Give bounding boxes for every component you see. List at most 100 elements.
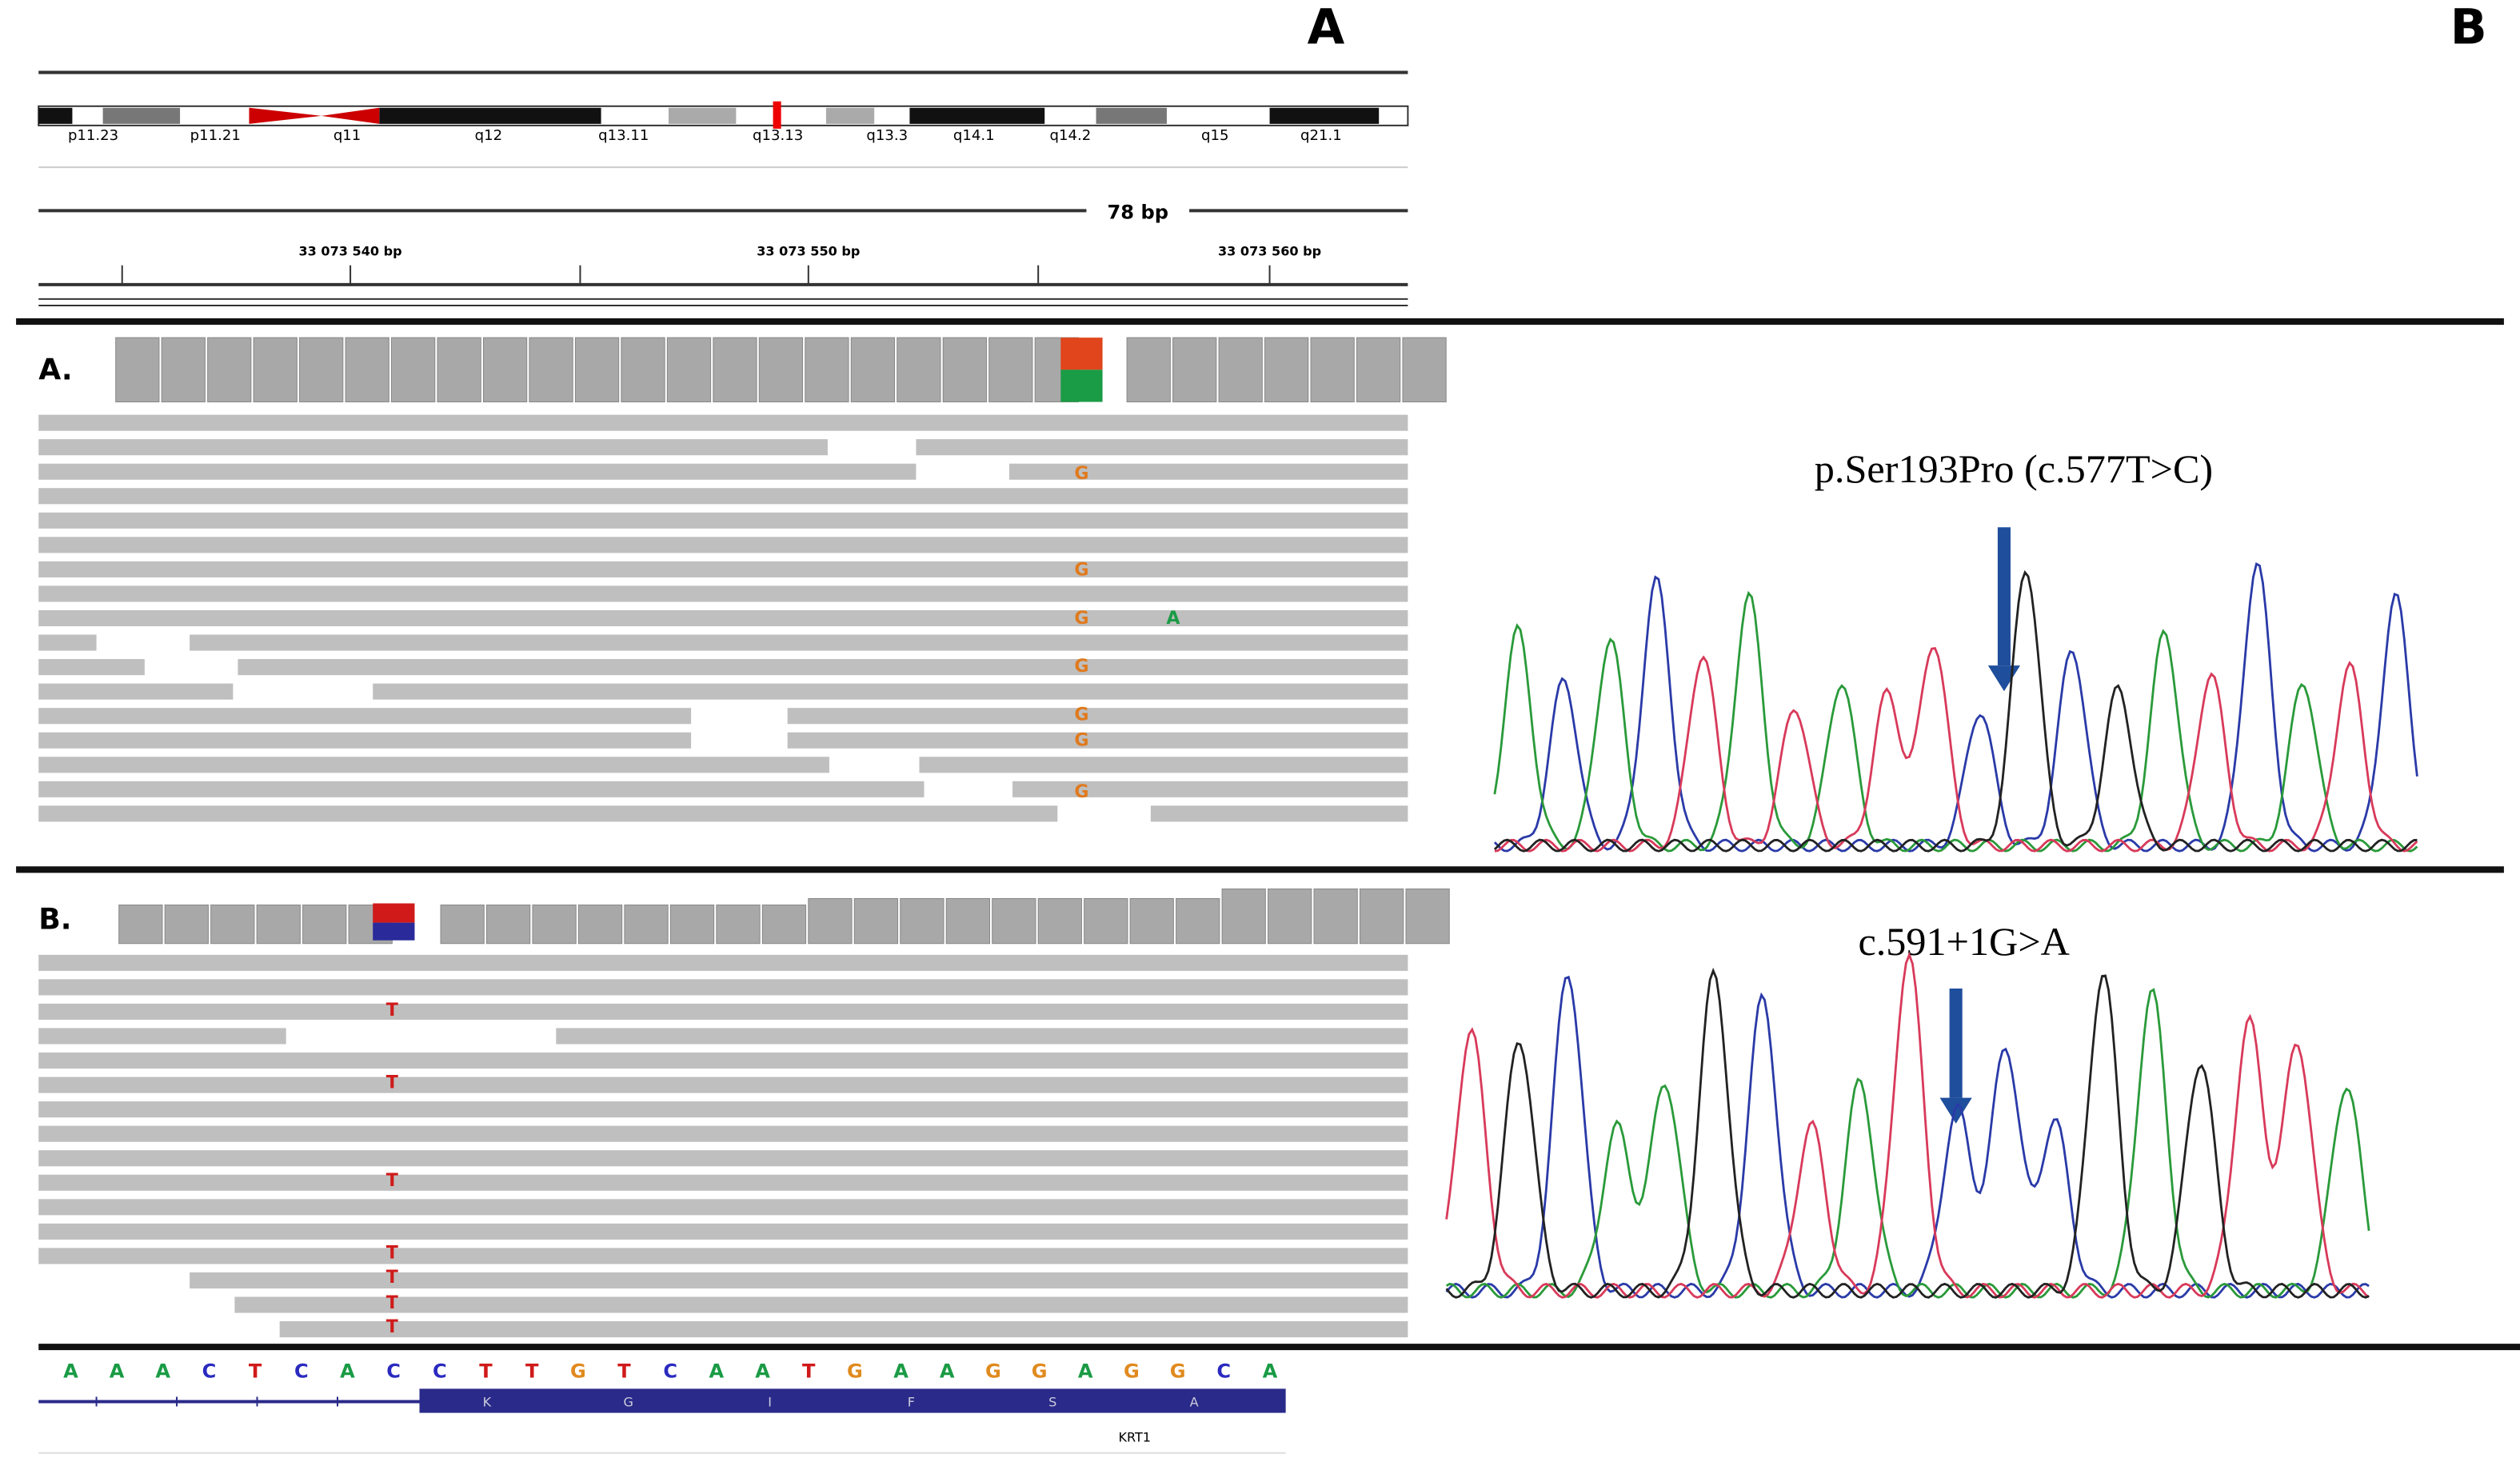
coverage bbox=[1356, 337, 1401, 403]
allele bbox=[373, 903, 415, 923]
read bbox=[38, 585, 1408, 602]
trace bbox=[1493, 569, 2418, 853]
base: T bbox=[617, 1360, 631, 1382]
coverage bbox=[1405, 888, 1450, 945]
coverage bbox=[992, 897, 1036, 945]
mismatch: A bbox=[1166, 608, 1180, 629]
base: T bbox=[249, 1360, 262, 1382]
panel-label: A bbox=[1308, 0, 1345, 55]
band-label: p11.23 bbox=[68, 127, 118, 144]
read bbox=[38, 732, 692, 749]
band-label: q12 bbox=[475, 127, 502, 144]
coverage bbox=[621, 337, 665, 403]
read bbox=[38, 537, 1408, 553]
read bbox=[38, 1125, 1408, 1142]
coverage bbox=[1084, 897, 1128, 945]
base: A bbox=[755, 1360, 770, 1382]
trace bbox=[1445, 988, 2370, 1299]
base: C bbox=[1216, 1360, 1231, 1382]
coverage bbox=[900, 897, 945, 945]
ruler-span: 78 bp bbox=[1108, 201, 1168, 223]
coverage bbox=[1313, 888, 1358, 945]
coverage bbox=[1126, 337, 1171, 403]
trace bbox=[1445, 967, 2370, 1299]
read bbox=[38, 609, 1408, 627]
coverage bbox=[624, 905, 669, 945]
coverage bbox=[577, 905, 623, 945]
amino-acid: A bbox=[1190, 1395, 1199, 1410]
read bbox=[556, 1028, 1408, 1045]
coverage bbox=[207, 337, 252, 403]
arrow bbox=[1939, 1097, 1972, 1124]
band bbox=[825, 107, 875, 124]
amino-acid: G bbox=[624, 1395, 633, 1410]
read bbox=[234, 1296, 1408, 1313]
coverage bbox=[1176, 897, 1220, 945]
read bbox=[38, 781, 925, 797]
coverage bbox=[988, 337, 1033, 403]
coverage bbox=[256, 905, 301, 945]
coverage bbox=[758, 337, 804, 403]
coverage bbox=[164, 905, 209, 945]
base: A bbox=[63, 1360, 78, 1382]
read bbox=[190, 634, 1408, 651]
mismatch: T bbox=[386, 1073, 398, 1093]
mismatch: G bbox=[1074, 463, 1088, 484]
read bbox=[1012, 781, 1408, 797]
coverage bbox=[853, 897, 899, 945]
band-label: q13.11 bbox=[598, 127, 649, 144]
trace bbox=[1445, 975, 2370, 1299]
base: A bbox=[709, 1360, 725, 1382]
coverage bbox=[532, 905, 577, 945]
read bbox=[1150, 805, 1408, 822]
mismatch: G bbox=[1074, 730, 1088, 751]
read bbox=[38, 683, 234, 700]
trace bbox=[1494, 647, 2418, 853]
coverage bbox=[1218, 337, 1263, 403]
read bbox=[38, 708, 692, 725]
read bbox=[38, 439, 828, 456]
mismatch: T bbox=[386, 1170, 398, 1191]
read bbox=[38, 1174, 1408, 1191]
read bbox=[38, 1199, 1408, 1216]
base: T bbox=[525, 1360, 539, 1382]
arrow bbox=[1987, 665, 2021, 692]
base: G bbox=[1124, 1360, 1140, 1382]
band-label: q13.3 bbox=[866, 127, 908, 144]
read bbox=[916, 439, 1408, 456]
mismatch: T bbox=[386, 1267, 398, 1288]
coverage bbox=[440, 905, 485, 945]
coverage bbox=[210, 905, 255, 945]
base: A bbox=[1263, 1360, 1278, 1382]
coverage bbox=[391, 337, 436, 403]
band bbox=[1096, 107, 1167, 124]
coverage bbox=[1172, 337, 1217, 403]
read bbox=[238, 659, 1408, 676]
mismatch: G bbox=[1074, 608, 1088, 629]
mismatch: T bbox=[386, 1243, 398, 1264]
coverage bbox=[942, 337, 987, 403]
trace bbox=[1493, 590, 2418, 853]
band-label: q14.1 bbox=[953, 127, 995, 144]
mismatch: G bbox=[1074, 704, 1088, 725]
gene-name: KRT1 bbox=[1118, 1430, 1151, 1445]
base: G bbox=[1032, 1360, 1048, 1382]
band-label: q21.1 bbox=[1300, 127, 1342, 144]
mutation-label: c.591+1G>A bbox=[1858, 919, 2069, 964]
mismatch: T bbox=[386, 1292, 398, 1313]
band bbox=[668, 107, 737, 124]
base: A bbox=[1078, 1360, 1093, 1382]
panel-label: B bbox=[2450, 0, 2487, 55]
coverage bbox=[713, 337, 757, 403]
coverage bbox=[1359, 888, 1404, 945]
base: T bbox=[479, 1360, 493, 1382]
coverage bbox=[485, 905, 531, 945]
amino-acid: F bbox=[908, 1395, 915, 1410]
trace bbox=[1493, 561, 2418, 853]
coverage bbox=[1037, 897, 1082, 945]
read bbox=[38, 1053, 1408, 1069]
mismatch: G bbox=[1074, 781, 1088, 802]
read bbox=[190, 1272, 1408, 1289]
read bbox=[373, 683, 1408, 700]
